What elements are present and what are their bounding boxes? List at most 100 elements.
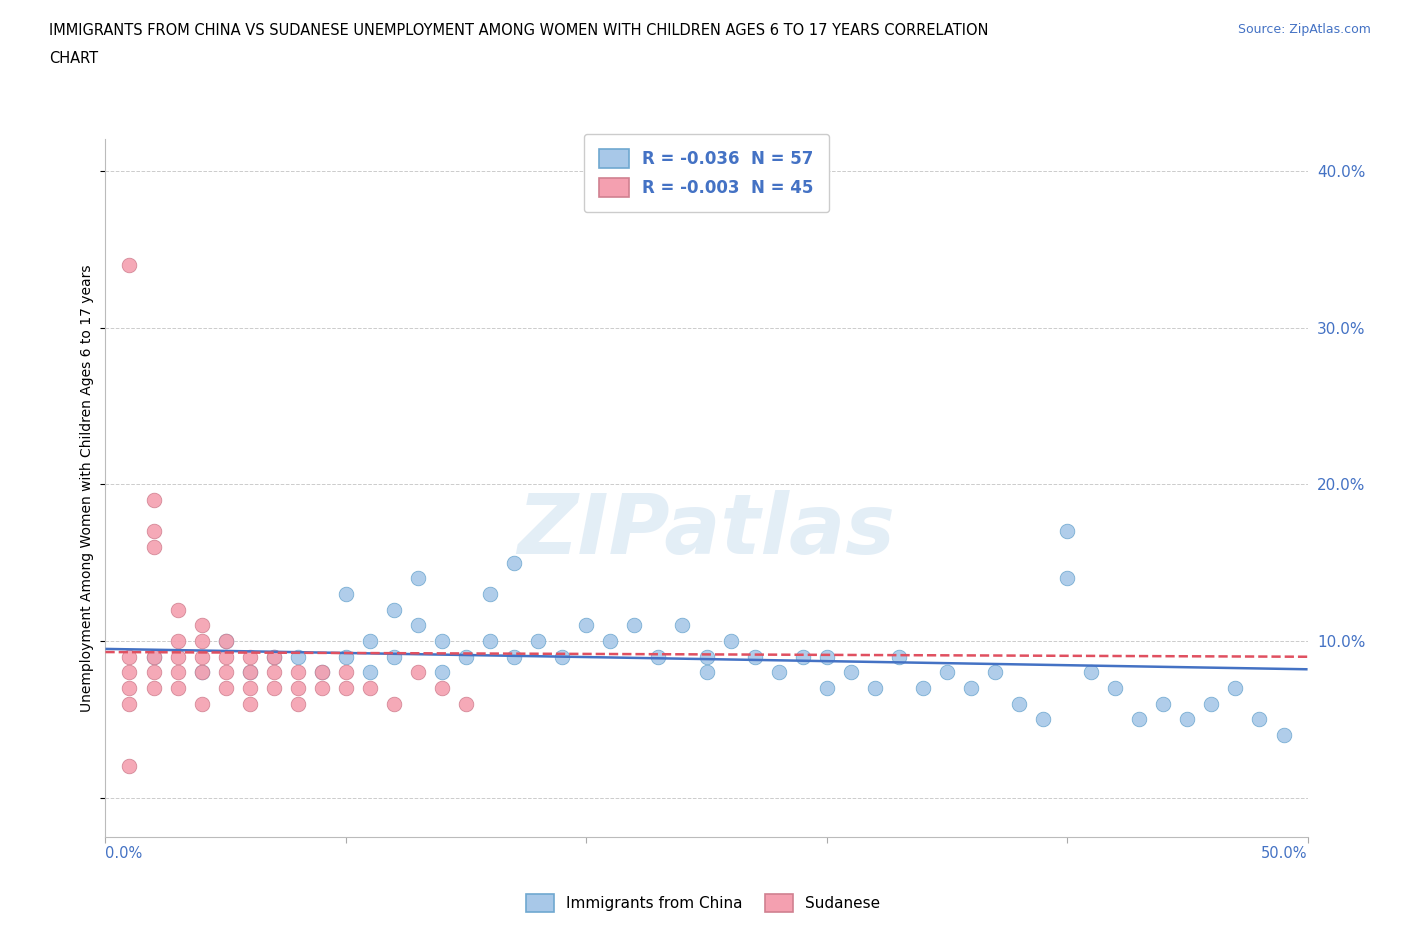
Point — [214, 681, 236, 696]
Point — [1128, 712, 1150, 727]
Text: 50.0%: 50.0% — [1261, 846, 1308, 861]
Point — [863, 681, 886, 696]
Text: IMMIGRANTS FROM CHINA VS SUDANESE UNEMPLOYMENT AMONG WOMEN WITH CHILDREN AGES 6 : IMMIGRANTS FROM CHINA VS SUDANESE UNEMPL… — [49, 23, 988, 38]
Point — [118, 681, 141, 696]
Point — [311, 665, 333, 680]
Point — [911, 681, 934, 696]
Point — [287, 649, 309, 664]
Point — [839, 665, 862, 680]
Point — [382, 603, 405, 618]
Text: 0.0%: 0.0% — [105, 846, 142, 861]
Point — [1272, 727, 1295, 742]
Point — [1056, 524, 1078, 538]
Point — [1008, 697, 1031, 711]
Point — [142, 649, 165, 664]
Point — [1175, 712, 1198, 727]
Point — [623, 618, 645, 632]
Point — [359, 633, 381, 648]
Point — [575, 618, 598, 632]
Point — [815, 681, 838, 696]
Point — [239, 649, 262, 664]
Point — [527, 633, 550, 648]
Point — [263, 665, 285, 680]
Point — [792, 649, 814, 664]
Point — [359, 665, 381, 680]
Point — [406, 571, 429, 586]
Text: Source: ZipAtlas.com: Source: ZipAtlas.com — [1237, 23, 1371, 36]
Point — [239, 681, 262, 696]
Point — [647, 649, 669, 664]
Point — [214, 633, 236, 648]
Point — [382, 697, 405, 711]
Point — [190, 665, 212, 680]
Point — [142, 681, 165, 696]
Point — [430, 665, 453, 680]
Point — [166, 649, 188, 664]
Point — [1249, 712, 1271, 727]
Point — [142, 649, 165, 664]
Text: ZIPatlas: ZIPatlas — [517, 489, 896, 571]
Point — [335, 681, 357, 696]
Text: CHART: CHART — [49, 51, 98, 66]
Point — [503, 555, 526, 570]
Point — [1032, 712, 1054, 727]
Point — [214, 649, 236, 664]
Point — [118, 649, 141, 664]
Point — [263, 649, 285, 664]
Point — [263, 681, 285, 696]
Point — [1056, 571, 1078, 586]
Point — [335, 665, 357, 680]
Point — [1225, 681, 1247, 696]
Point — [239, 697, 262, 711]
Point — [984, 665, 1007, 680]
Point — [287, 681, 309, 696]
Point — [190, 649, 212, 664]
Point — [190, 618, 212, 632]
Point — [599, 633, 621, 648]
Point — [239, 665, 262, 680]
Point — [406, 618, 429, 632]
Point — [118, 258, 141, 272]
Point — [287, 665, 309, 680]
Y-axis label: Unemployment Among Women with Children Ages 6 to 17 years: Unemployment Among Women with Children A… — [80, 264, 94, 712]
Point — [190, 665, 212, 680]
Point — [166, 665, 188, 680]
Point — [696, 665, 718, 680]
Point — [671, 618, 693, 632]
Point — [1104, 681, 1126, 696]
Point — [744, 649, 766, 664]
Point — [503, 649, 526, 664]
Point — [166, 681, 188, 696]
Point — [214, 665, 236, 680]
Point — [1080, 665, 1102, 680]
Point — [382, 649, 405, 664]
Point — [311, 681, 333, 696]
Point — [430, 681, 453, 696]
Point — [214, 633, 236, 648]
Point — [118, 697, 141, 711]
Point — [166, 633, 188, 648]
Point — [1201, 697, 1223, 711]
Point — [720, 633, 742, 648]
Point — [406, 665, 429, 680]
Point — [335, 649, 357, 664]
Point — [335, 587, 357, 602]
Point — [190, 697, 212, 711]
Point — [166, 603, 188, 618]
Point — [118, 665, 141, 680]
Point — [887, 649, 910, 664]
Point — [239, 665, 262, 680]
Point — [1152, 697, 1174, 711]
Point — [936, 665, 959, 680]
Legend: R = -0.036  N = 57, R = -0.003  N = 45: R = -0.036 N = 57, R = -0.003 N = 45 — [583, 134, 830, 212]
Point — [551, 649, 574, 664]
Point — [696, 649, 718, 664]
Point — [142, 539, 165, 554]
Legend: Immigrants from China, Sudanese: Immigrants from China, Sudanese — [520, 888, 886, 918]
Point — [118, 759, 141, 774]
Point — [359, 681, 381, 696]
Point — [768, 665, 790, 680]
Point — [311, 665, 333, 680]
Point — [479, 587, 502, 602]
Point — [479, 633, 502, 648]
